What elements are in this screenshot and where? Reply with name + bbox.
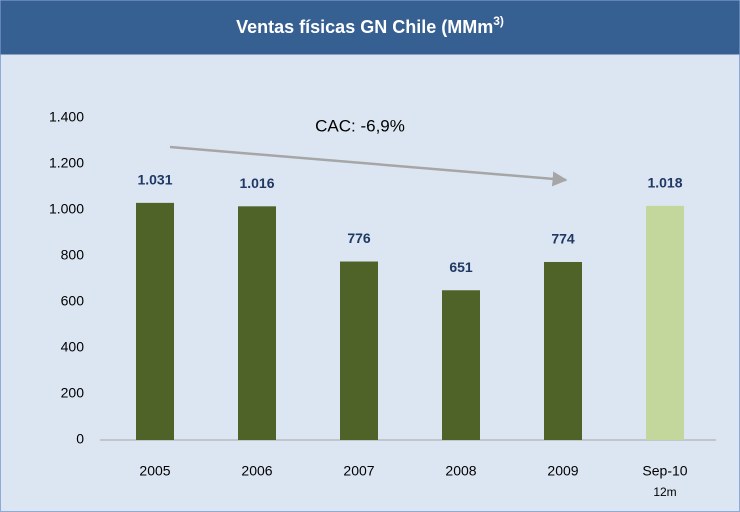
y-tick-label: 800 (61, 247, 85, 263)
y-tick-label: 600 (61, 293, 85, 309)
y-tick-label: 200 (61, 385, 85, 401)
x-tick-label: Sep-10 (642, 463, 687, 479)
value-label: 1.016 (239, 175, 274, 191)
bar (442, 290, 480, 440)
y-tick-label: 400 (61, 339, 85, 355)
value-label: 774 (551, 231, 575, 247)
trend-arrow (169, 145, 568, 187)
bar (544, 261, 582, 440)
x-tick-label: 2005 (139, 463, 170, 479)
x-tick-label: 2009 (547, 463, 578, 479)
y-tick-label: 1.000 (49, 201, 84, 217)
y-tick-label: 1.400 (49, 109, 84, 125)
title-superscript: 3) (493, 14, 504, 28)
title-text: Ventas físicas GN Chile (MMm (236, 17, 493, 37)
x-tick-label: 2007 (343, 463, 374, 479)
bar (340, 261, 378, 440)
bar (238, 206, 276, 440)
value-label: 776 (347, 230, 371, 246)
annotation: CAC: -6,9% (315, 116, 405, 135)
x-tick-label: 2006 (241, 463, 272, 479)
x-tick-sublabel: 12m (653, 485, 676, 499)
y-tick-label: 0 (76, 431, 84, 447)
y-tick-label: 1.200 (49, 155, 84, 171)
value-label: 1.031 (137, 172, 172, 188)
title-bar (0, 0, 740, 55)
value-label: 651 (449, 259, 473, 275)
bar (646, 205, 684, 440)
bar (136, 202, 174, 440)
value-label: 1.018 (647, 175, 682, 191)
chart-title: Ventas físicas GN Chile (MMm3) (236, 14, 504, 37)
x-tick-label: 2008 (445, 463, 476, 479)
